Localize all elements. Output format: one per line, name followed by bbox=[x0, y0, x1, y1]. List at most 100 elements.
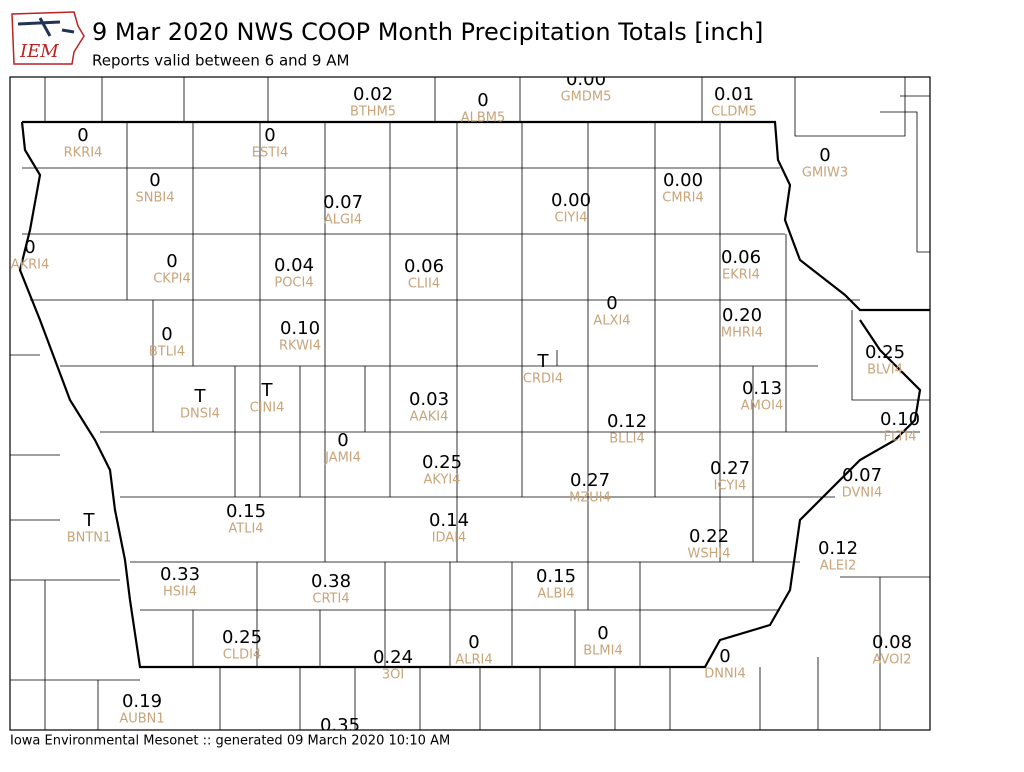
station-id: ALRI4 bbox=[455, 653, 492, 668]
station-value: T bbox=[194, 386, 207, 407]
station-id: RKWI4 bbox=[279, 339, 321, 354]
station-id: BLLI4 bbox=[609, 432, 645, 447]
station-id: POCI4 bbox=[274, 276, 313, 291]
station-value: 0.20 bbox=[722, 305, 762, 326]
station-value: 0.12 bbox=[818, 538, 858, 559]
station-id: BLMI4 bbox=[583, 644, 622, 659]
station-id: AAKI4 bbox=[410, 410, 449, 425]
title: 9 Mar 2020 NWS COOP Month Precipitation … bbox=[92, 18, 763, 46]
station-value: 0.13 bbox=[742, 378, 782, 399]
station-value: 0.38 bbox=[311, 571, 351, 592]
station-value: 0 bbox=[24, 237, 35, 258]
station-value: 0.10 bbox=[880, 409, 920, 430]
station-value: 0.15 bbox=[536, 566, 576, 587]
station-value: 0 bbox=[149, 170, 160, 191]
station-id: CLDI4 bbox=[223, 648, 261, 663]
station-id: BTLI4 bbox=[149, 345, 185, 360]
station-id: BNTN1 bbox=[67, 531, 112, 546]
station-value: 0.25 bbox=[422, 452, 462, 473]
station-value: 0.24 bbox=[373, 647, 413, 668]
station-id: BLVI4 bbox=[867, 363, 903, 378]
station-value: 0.22 bbox=[689, 526, 729, 547]
station-id: DNNI4 bbox=[704, 667, 746, 682]
station-id: AUBN1 bbox=[119, 712, 164, 727]
station-value: 0 bbox=[597, 623, 608, 644]
station-value: 0 bbox=[77, 125, 88, 146]
station-value: T bbox=[537, 351, 550, 372]
station-value: 0.07 bbox=[323, 192, 363, 213]
station-value: 0.00 bbox=[663, 170, 703, 191]
station-id: ALBI4 bbox=[537, 587, 574, 602]
station-value: 0 bbox=[606, 293, 617, 314]
station-value: 0.19 bbox=[122, 691, 162, 712]
station-id: ICYI4 bbox=[714, 479, 747, 494]
station-value: 0.27 bbox=[570, 470, 610, 491]
station-value: 0 bbox=[477, 90, 488, 111]
station-value: 0.06 bbox=[721, 247, 761, 268]
station-id: CLII4 bbox=[408, 277, 440, 292]
station-value: 0.07 bbox=[842, 465, 882, 486]
station-value: 0.33 bbox=[160, 564, 200, 585]
station-id: AKYI4 bbox=[423, 473, 460, 488]
station-value: 0.10 bbox=[280, 318, 320, 339]
map-frame bbox=[9, 76, 931, 731]
station-id: CRTI4 bbox=[312, 592, 349, 607]
logo-text: IEM bbox=[19, 41, 59, 62]
station-id: ALXI4 bbox=[593, 314, 630, 329]
station-value: 0.12 bbox=[607, 411, 647, 432]
station-id: CRDI4 bbox=[523, 372, 563, 387]
station-id: ALBM5 bbox=[461, 111, 506, 126]
station-id: HSII4 bbox=[163, 585, 197, 600]
station-id: MHRI4 bbox=[721, 326, 763, 341]
station-id: ALGI4 bbox=[324, 213, 362, 228]
station-id: JAMI4 bbox=[324, 451, 361, 466]
subtitle: Reports valid between 6 and 9 AM bbox=[92, 52, 349, 70]
state-border bbox=[18, 120, 930, 669]
station-id: CIYI4 bbox=[555, 211, 588, 226]
station-value: 0.27 bbox=[710, 458, 750, 479]
station-id: AKRI4 bbox=[11, 258, 50, 273]
station-value: 0 bbox=[337, 430, 348, 451]
station-value: 0 bbox=[468, 632, 479, 653]
station-value: T bbox=[261, 380, 274, 401]
logo: IEM bbox=[11, 11, 85, 65]
station-id: WSHI4 bbox=[688, 547, 731, 562]
station-value: 0.06 bbox=[404, 256, 444, 277]
station-value: 0.03 bbox=[409, 389, 449, 410]
station-id: GMDM5 bbox=[561, 90, 612, 105]
station-value: 0.01 bbox=[714, 84, 754, 105]
station-id: AVOI2 bbox=[872, 653, 911, 668]
station-id: IDAI4 bbox=[432, 531, 467, 546]
station-id: SNBI4 bbox=[136, 191, 175, 206]
station-value: 0 bbox=[819, 145, 830, 166]
station-id: AMOI4 bbox=[741, 399, 783, 414]
station-id: 3OI bbox=[382, 668, 404, 683]
station-value: 0.04 bbox=[274, 255, 314, 276]
station-value: 0.00 bbox=[551, 190, 591, 211]
station-id: ESTI4 bbox=[252, 146, 289, 161]
station-id: BTHM5 bbox=[350, 105, 396, 120]
station-value: 0.14 bbox=[429, 510, 469, 531]
station-id: RKRI4 bbox=[64, 146, 103, 161]
station-id: GMIW3 bbox=[802, 166, 848, 181]
station-id: ATLI4 bbox=[228, 522, 263, 537]
station-value: 0.02 bbox=[353, 84, 393, 105]
station-id: DVNI4 bbox=[842, 486, 883, 501]
station-id: CLDM5 bbox=[711, 105, 757, 120]
station-id: CINI4 bbox=[250, 401, 285, 416]
station-id: MZUI4 bbox=[569, 491, 611, 506]
county-lines bbox=[10, 77, 930, 730]
station-id: FLTI4 bbox=[884, 430, 917, 445]
station-id: DNSI4 bbox=[180, 407, 220, 422]
station-id: CKPI4 bbox=[153, 272, 191, 287]
station-value: 0.08 bbox=[872, 632, 912, 653]
station-id: ALEI2 bbox=[820, 559, 856, 574]
station-value: 0 bbox=[719, 646, 730, 667]
station-value: 0.35 bbox=[320, 715, 360, 736]
station-value: 0 bbox=[264, 125, 275, 146]
